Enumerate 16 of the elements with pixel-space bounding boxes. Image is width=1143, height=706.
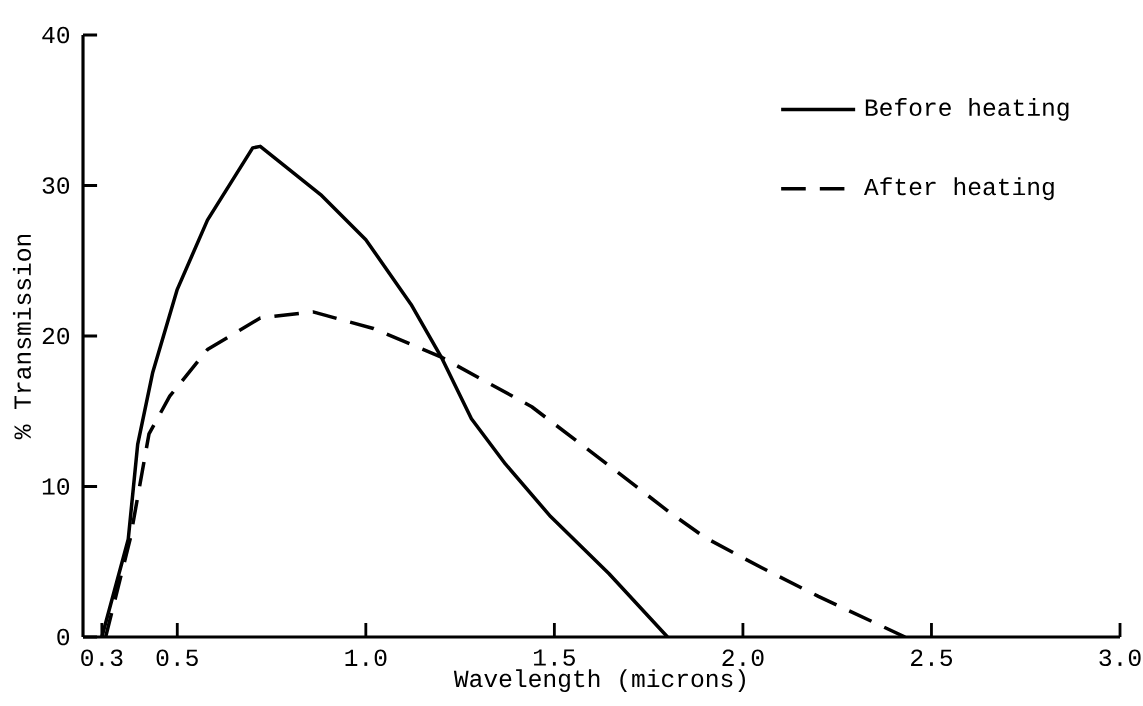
x-axis-title: Wavelength (microns) [453,669,745,693]
y-tick-label: 10 [42,478,70,495]
y-tick-label: 20 [42,327,70,345]
x-tick-label: 2.5 [911,649,953,667]
x-tick-label: 3.0 [1099,649,1141,667]
x-tick-label: 2.0 [722,649,764,667]
x-tick-label: 1.0 [345,649,387,667]
y-axis-title: % Transmission [12,234,31,440]
y-tick-label: 30 [42,177,70,194]
x-tick-label: 0.3 [81,649,123,667]
x-tick-label: 1.5 [533,649,575,666]
legend-label: Before heating [865,97,1069,121]
y-tick-label: 40 [42,26,70,44]
legend-label: After heating [863,177,1054,201]
x-tick-label: 0.5 [156,649,198,667]
y-tick-label: 0 [57,628,70,646]
